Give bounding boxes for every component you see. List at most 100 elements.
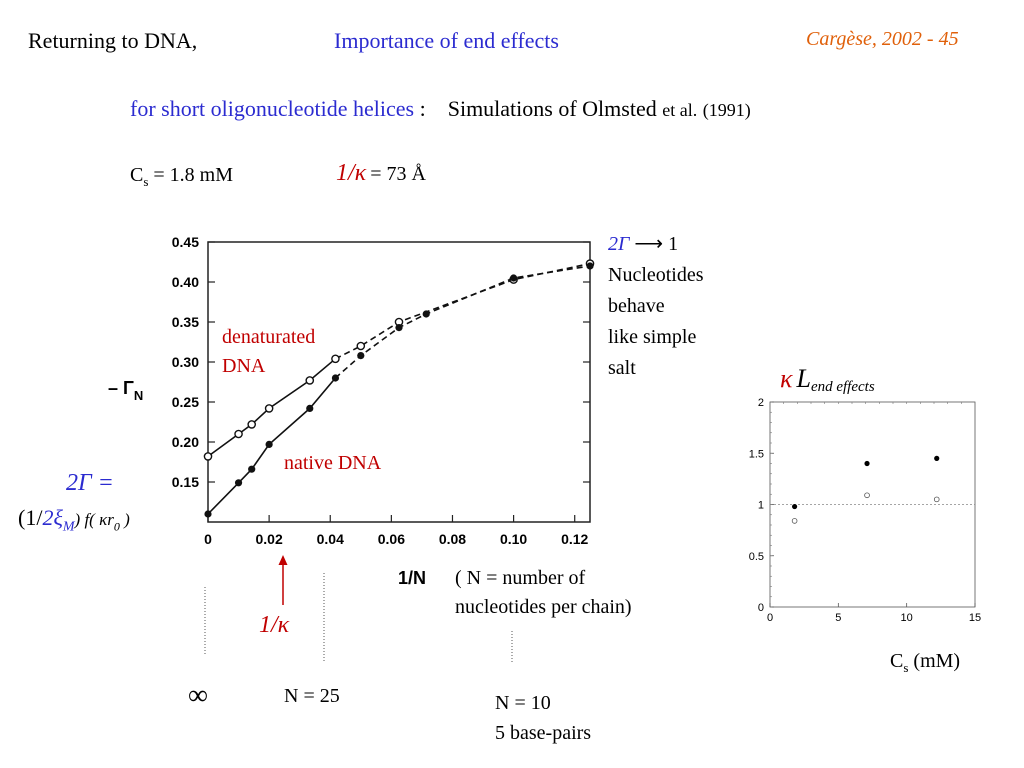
gamma-limit-symbol: 2Γ (608, 233, 630, 255)
right-arrow-icon: ⟶ (634, 233, 664, 255)
formula-xi-sub: M (62, 519, 75, 535)
denaturated-line: DNA (222, 355, 266, 377)
formula-r-sub: 0 (113, 519, 120, 534)
y-tick-label: 0.35 (172, 314, 199, 330)
y-tick-label: 0.25 (172, 394, 199, 410)
filled-data-point (204, 510, 212, 518)
y-axis-label-sub: N (134, 388, 143, 403)
cs-subscript: s (143, 174, 149, 189)
y-tick-label: 0.20 (172, 434, 199, 450)
small-y-tick-label: 0 (758, 602, 764, 614)
cs-mm-unit: (mM) (913, 650, 961, 672)
filled-data-point (357, 352, 365, 360)
x-axis-label: 1/N (398, 568, 426, 588)
debye-length: 1/κ = 73 Å (336, 160, 426, 187)
native-dna-label: native DNA (284, 452, 382, 474)
filled-data-point (265, 440, 273, 448)
n-definition: ( N = number of nucleotides per chain) (455, 564, 632, 622)
x-tick-label: 0 (204, 531, 212, 547)
nucleotides-line: Nucleotides (608, 264, 704, 286)
y-axis-label: – ΓN (108, 378, 143, 403)
formula-top: 2Γ = (66, 470, 114, 496)
formula-rest: ) f( κr (74, 510, 114, 529)
formula-bottom: (1/2ξM) f( κr0 ) (18, 505, 130, 535)
series-line-dashed (334, 265, 591, 379)
open-data-point (356, 341, 366, 351)
series-line-solid (207, 377, 337, 515)
small-x-tick-label: 15 (969, 612, 981, 624)
filled-data-point (792, 503, 798, 510)
cs-symbol: C (130, 164, 144, 186)
x-tick-label: 0.04 (317, 531, 344, 547)
series-line-solid (207, 358, 336, 458)
n-definition-line: nucleotides per chain) (455, 596, 632, 618)
inverse-kappa-symbol: 1/κ (336, 160, 367, 186)
open-data-point (203, 452, 213, 461)
x-tick-label: 0.08 (439, 531, 466, 547)
kappa-l-title: κ Lend effects (780, 364, 875, 396)
nucleotides-line: behave (608, 295, 665, 317)
inverse-kappa-value: = 73 Å (370, 163, 426, 185)
arrow-head-icon (278, 555, 288, 565)
small-y-tick-label: 2 (758, 397, 764, 409)
infinity-label: ∞ (188, 680, 208, 711)
denaturated-line: denaturated (222, 326, 316, 348)
y-tick-label: 0.45 (172, 234, 199, 250)
small-y-tick-label: 1 (758, 500, 764, 512)
small-plot-frame (769, 401, 976, 608)
formula-xi: 2ξ (42, 505, 63, 530)
n10-block: N = 10 5 base-pairs (495, 688, 591, 748)
filled-data-point (934, 455, 940, 461)
y-tick-label: 0.30 (172, 354, 199, 370)
header-left: Returning to DNA, (28, 28, 198, 53)
gamma-limit-value: 1 (668, 233, 679, 255)
filled-data-point (331, 374, 340, 382)
subtitle-etal: et al. (662, 100, 698, 120)
open-data-point (864, 492, 870, 499)
n25-label: N = 25 (284, 685, 340, 707)
header-center-title: Importance of end effects (334, 28, 559, 53)
n-definition-line: ( N = number of (455, 567, 586, 589)
small-chart-group: 0 0.5 1 1.5 2 0 5 10 15 (749, 397, 981, 624)
guide-lines (204, 555, 513, 663)
x-tick-label: 0.02 (255, 531, 282, 547)
l-symbol: L (796, 364, 811, 393)
open-data-point (933, 496, 940, 503)
formula-close: ) (119, 510, 130, 529)
filled-data-point (422, 310, 430, 318)
subtitle-year: (1991) (702, 100, 751, 120)
open-data-point (264, 404, 274, 413)
small-x-tick-label: 0 (767, 612, 773, 624)
small-y-tick-label: 0.5 (749, 551, 764, 563)
filled-data-point (510, 274, 518, 282)
basepairs-label: 5 base-pairs (495, 722, 592, 744)
open-data-point (305, 376, 315, 385)
plot-frame (207, 241, 591, 523)
n10-label: N = 10 (495, 692, 551, 714)
small-x-tick-label: 10 (901, 612, 913, 624)
x-tick-label: 0.10 (500, 531, 527, 547)
filled-data-point (248, 465, 256, 473)
filled-data-point (586, 262, 594, 270)
subtitle-line: for short oligonucleotide helices : Simu… (130, 96, 751, 122)
x-tick-label: 0.06 (378, 531, 405, 547)
end-effects-chart: 0 0.5 1 1.5 2 0 5 10 15 (749, 397, 981, 624)
cs-mm-sub: s (903, 660, 909, 675)
gamma-limit-note: 2Γ ⟶ 1 (608, 231, 678, 256)
kappa-symbol: κ (780, 364, 793, 393)
open-data-point (331, 354, 340, 364)
open-data-point (791, 518, 798, 524)
main-chart-group: 0.15 0.20 0.25 0.30 0.35 0.40 0.45 0 0.02 0.04 0.0… (108, 234, 595, 588)
cs-mm-label: Cs (mM) (890, 650, 960, 676)
gamma-vs-inverse-n-chart: 0.15 0.20 0.25 0.30 0.35 0.40 0.45 0 0.02 0.04 0.0… (108, 234, 595, 588)
open-data-point (234, 429, 243, 439)
end-effects-sub: end effects (810, 379, 875, 396)
x-tick-label: 0.12 (561, 531, 588, 547)
subtitle-olmsted: Simulations of Olmsted (447, 96, 657, 121)
open-data-point (247, 420, 257, 429)
nucleotides-line: salt (608, 357, 636, 379)
inverse-kappa-marker-label: 1/κ (259, 612, 290, 638)
filled-data-point (864, 460, 870, 467)
filled-data-point (234, 479, 243, 487)
series-line-dashed (335, 262, 591, 360)
